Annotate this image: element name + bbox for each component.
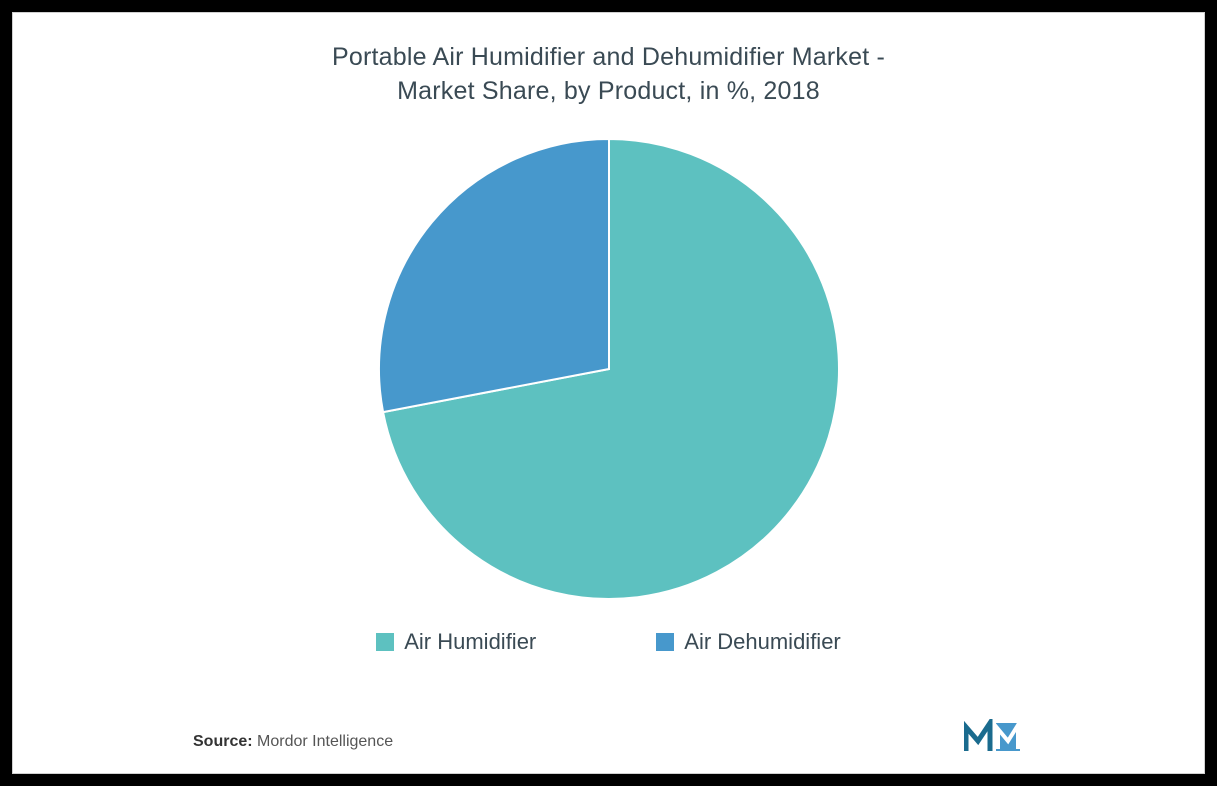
legend-swatch-0 [376,633,394,651]
title-line-1: Portable Air Humidifier and Dehumidifier… [332,43,885,71]
source-attribution: Source: Mordor Intelligence [193,733,393,751]
legend-item-0: Air Humidifier [376,629,536,655]
chart-title: Portable Air Humidifier and Dehumidifier… [332,41,885,109]
legend-swatch-1 [656,633,674,651]
pie-chart [379,139,839,599]
legend-item-1: Air Dehumidifier [656,629,841,655]
legend-label-0: Air Humidifier [404,629,536,655]
title-line-2: Market Share, by Product, in %, 2018 [397,77,820,105]
legend-label-1: Air Dehumidifier [684,629,841,655]
source-value: Mordor Intelligence [257,733,393,750]
mordor-logo-icon [964,719,1024,755]
legend: Air Humidifier Air Dehumidifier [376,629,841,655]
pie-slice-1 [379,139,609,412]
chart-container: Portable Air Humidifier and Dehumidifier… [12,12,1205,774]
source-label: Source: [193,733,253,750]
